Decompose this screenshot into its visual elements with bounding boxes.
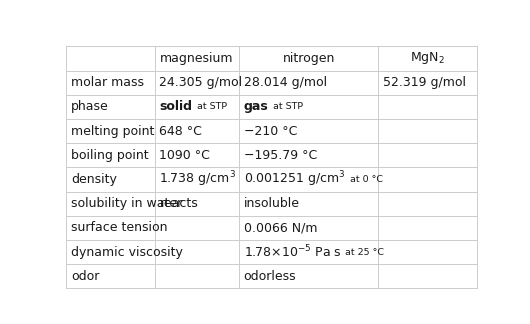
Text: 1.78$\times$10$^{-5}$ Pa s: 1.78$\times$10$^{-5}$ Pa s bbox=[244, 244, 341, 260]
Text: MgN$_2$: MgN$_2$ bbox=[410, 51, 445, 66]
Text: odor: odor bbox=[71, 270, 100, 283]
Text: surface tension: surface tension bbox=[71, 221, 167, 234]
Text: −195.79 °C: −195.79 °C bbox=[244, 149, 317, 162]
Text: magnesium: magnesium bbox=[160, 52, 233, 65]
Text: solubility in water: solubility in water bbox=[71, 197, 182, 210]
Text: gas: gas bbox=[244, 100, 268, 113]
Text: at STP: at STP bbox=[197, 102, 227, 111]
Text: 0.001251 g/cm$^3$: 0.001251 g/cm$^3$ bbox=[244, 170, 346, 189]
Text: 0.0066 N/m: 0.0066 N/m bbox=[244, 221, 317, 234]
Text: odorless: odorless bbox=[244, 270, 296, 283]
Text: at STP: at STP bbox=[272, 102, 303, 111]
Text: insoluble: insoluble bbox=[244, 197, 299, 210]
Text: 28.014 g/mol: 28.014 g/mol bbox=[244, 76, 327, 89]
Text: solid: solid bbox=[160, 100, 192, 113]
Text: dynamic viscosity: dynamic viscosity bbox=[71, 246, 183, 259]
Text: melting point: melting point bbox=[71, 124, 155, 138]
Text: 52.319 g/mol: 52.319 g/mol bbox=[383, 76, 466, 89]
Text: 1.738 g/cm$^3$: 1.738 g/cm$^3$ bbox=[160, 170, 236, 189]
Text: 648 °C: 648 °C bbox=[160, 124, 202, 138]
Text: phase: phase bbox=[71, 100, 109, 113]
Text: at 25 °C: at 25 °C bbox=[346, 248, 384, 257]
Text: reacts: reacts bbox=[160, 197, 198, 210]
Text: at 0 °C: at 0 °C bbox=[350, 175, 383, 184]
Text: nitrogen: nitrogen bbox=[282, 52, 335, 65]
Text: 24.305 g/mol: 24.305 g/mol bbox=[160, 76, 243, 89]
Text: density: density bbox=[71, 173, 117, 186]
Text: −210 °C: −210 °C bbox=[244, 124, 297, 138]
Text: 1090 °C: 1090 °C bbox=[160, 149, 210, 162]
Text: boiling point: boiling point bbox=[71, 149, 149, 162]
Text: molar mass: molar mass bbox=[71, 76, 144, 89]
